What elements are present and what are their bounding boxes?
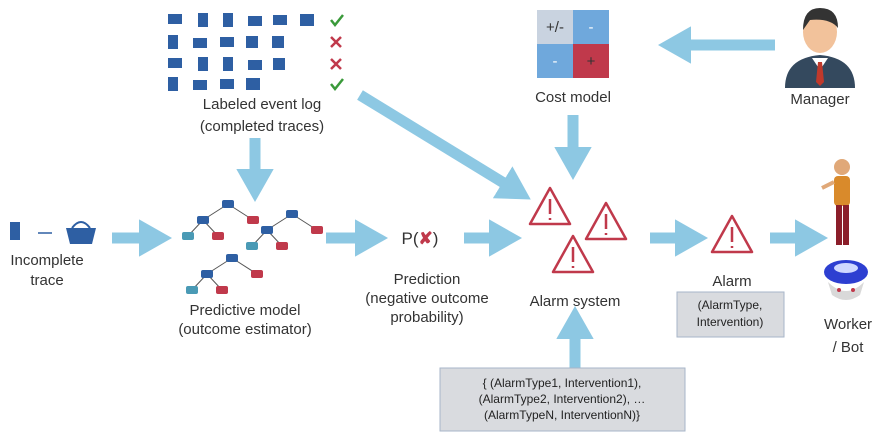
alarm-detail: (AlarmType, [698,298,763,312]
cost-cell: - [589,19,594,36]
alarm-detail: Intervention) [697,315,764,329]
cost-cell: - [553,53,558,70]
trace-icons [10,222,96,244]
prediction-symbol-part: P( [402,229,419,248]
prediction-label: Prediction [394,271,461,288]
worker-icon [822,159,850,245]
cost-cell: +/- [546,19,564,36]
tree-icons [182,200,323,294]
prediction-symbol: P(✘) [402,229,439,248]
worker-label: Worker [824,316,872,333]
event-log-icons [168,13,343,91]
cost-cell: + [587,53,596,70]
event-log-label: Labeled event log [203,96,321,113]
alarm-icons [530,188,626,272]
incomplete-trace-label: Incomplete [10,252,83,269]
diagram: Labeled event log (completed traces) +/-… [0,0,877,435]
cost-model-label: Cost model [535,89,611,106]
prediction-symbol-part: ) [433,229,439,248]
prediction-label: probability) [390,309,463,326]
predictive-model-label: Predictive model [190,302,301,319]
prediction-symbol-part: ✘ [419,229,433,248]
manager-label: Manager [790,91,849,108]
options-line: { (AlarmType1, Intervention1), [483,376,642,390]
incomplete-trace-label: trace [30,272,63,289]
event-log-label: (completed traces) [200,118,324,135]
predictive-model-label: (outcome estimator) [178,321,311,338]
worker-label: / Bot [833,339,865,356]
alarm-label: Alarm [712,273,751,290]
cost-matrix: +/- - - + [537,10,609,78]
options-line: (AlarmTypeN, InterventionN)} [484,408,640,422]
options-line: (AlarmType2, Intervention2), … [479,392,646,406]
alarm-system-label: Alarm system [530,293,621,310]
prediction-label: (negative outcome [365,290,488,307]
bot-icon [824,260,868,300]
manager-icon [785,8,855,88]
